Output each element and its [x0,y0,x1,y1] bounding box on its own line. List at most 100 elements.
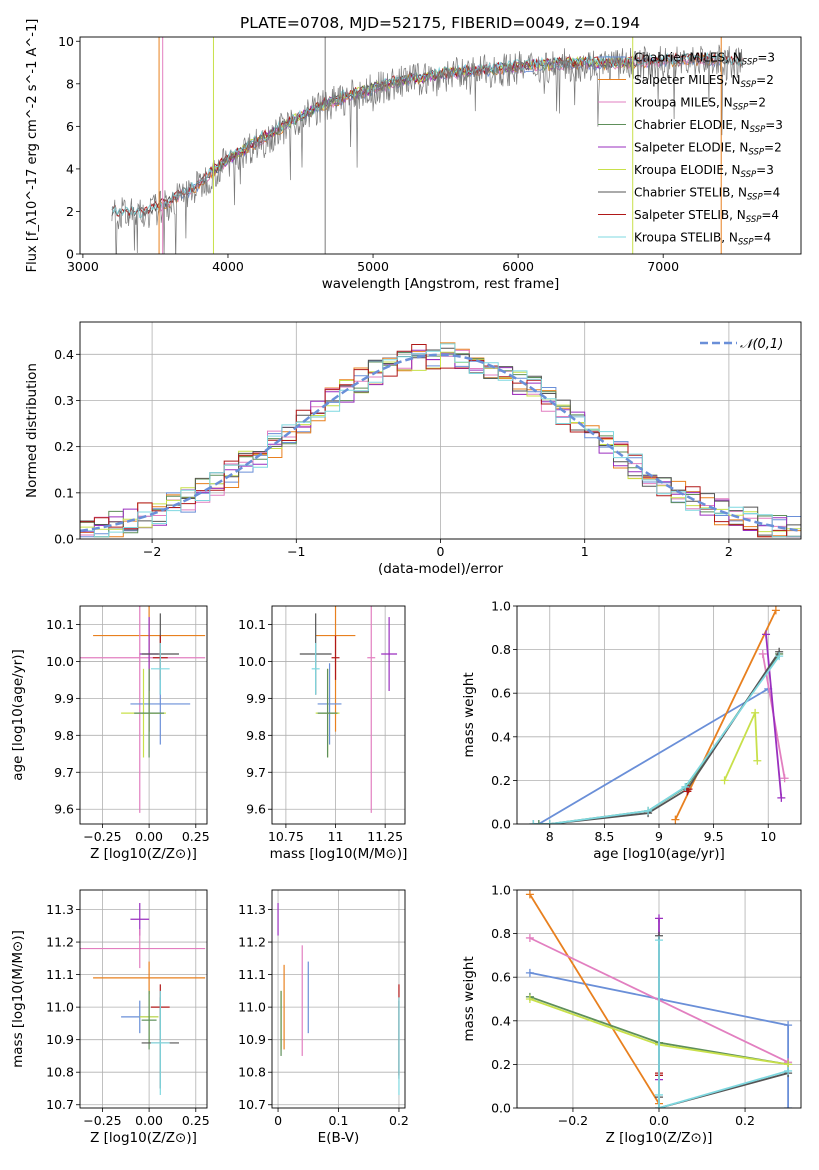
y-tick-label: 10 [58,34,74,49]
weight-marker [777,793,786,802]
y-tick-label: 9.9 [54,691,74,706]
plot-area [525,890,793,1108]
legend-entry: Salpeter ELODIE, NSSP=2 [634,141,782,158]
weight-line [529,893,660,1105]
y-tick-label: 11.3 [238,902,266,917]
legend-entry: Chabrier MILES, NSSP=3 [634,51,775,68]
error-point-kroupa-stelib [150,642,170,695]
x-tick-label: 1 [581,544,589,559]
y-tick-label: 11.1 [46,967,74,982]
weight-marker [720,776,729,785]
axes-frame [79,321,802,540]
y-tick-label: 10.8 [238,1065,266,1080]
x-tick-label: 9.5 [704,829,724,844]
legend-entry: 𝒩(0,1) [740,337,783,352]
y-tick-label: 11.0 [238,1000,266,1015]
error-point-salpeter-elodie [381,617,398,691]
x-tick-label: 0.2 [735,1113,755,1128]
y-tick-label: 0.6 [491,686,511,701]
weight-marker [784,1066,793,1075]
y-tick-label: 8 [66,76,74,91]
y-tick-label: 10.9 [46,1032,74,1047]
weight-line [723,712,759,781]
panel-age-vs-Z: −0.25 0.00 0.25 9.6 9.7 9.8 9.9 10.0 10.1 Z [log1… [10,605,210,862]
panel-weight-vs-age: 8 8.5 9 9.5 10 0.0 0.2 0.4 0.6 0.8 1.0 age [log10(a… [461,599,802,862]
weight-marker [525,968,534,977]
x-tick-label: −2 [143,544,161,559]
y-tick-label: 10.7 [46,1097,74,1112]
y-tick-label: 0.1 [54,485,74,500]
x-tick-label: 5000 [357,259,389,274]
y-tick-label: 4 [66,161,74,176]
y-tick-label: 6 [66,119,74,134]
legend-entry: Kroupa STELIB, NSSP=4 [634,231,771,248]
y-tick-label: 0.4 [54,347,74,362]
y-tick-label: 9.8 [54,728,74,743]
error-point-chabrier-elodie [141,990,157,1050]
x-tick-label: 11 [328,829,344,844]
x-tick-label: 8.5 [594,829,614,844]
x-tick-label: 0.2 [389,1113,409,1128]
x-tick-label: 0.25 [182,1113,210,1128]
error-point-chabrier-miles [317,663,342,745]
y-tick-label: 0 [66,247,74,262]
weight-marker [753,756,762,765]
y-tick-label: 10.9 [238,1032,266,1047]
axes-frame [79,605,208,825]
y-axis-label: mass [log10(M/M⊙)] [10,930,26,1068]
x-axis-label: wavelength [Angstrom, rest frame] [322,276,560,292]
plot-area [529,606,789,824]
y-tick-label: 0.6 [491,970,511,985]
weight-marker [545,820,554,824]
legend-entry: Salpeter STELIB, NSSP=4 [634,208,779,225]
y-tick-label: 10.7 [238,1097,266,1112]
panel-age-vs-mass: 10.75 11 11.25 9.6 9.7 9.8 9.9 10.0 10.1 mass [lo… [238,605,407,862]
x-tick-label: 0.00 [135,1113,163,1128]
y-tick-label: 9.6 [246,802,266,817]
x-axis-label: age [log10(age/yr)] [593,846,725,862]
error-point-kroupa-miles [80,929,206,969]
x-tick-label: 4000 [212,259,244,274]
weight-marker [784,1021,793,1030]
y-tick-label: 0.2 [491,1057,511,1072]
error-point-kroupa-miles [80,606,206,813]
y-tick-label: 0.2 [54,439,74,454]
plot-area [80,606,206,813]
weight-marker [655,914,663,923]
weight-marker [784,1104,793,1108]
error-point-salpeter-miles [93,961,206,995]
weight-marker [655,936,663,945]
legend-entry: Salpeter MILES, NSSP=2 [634,73,774,90]
panel-spectrum: 3000 4000 5000 6000 7000 0 2 4 6 8 10 wavelength [A… [25,19,802,292]
x-tick-label: 0.0 [649,1113,669,1128]
y-axis-label: Flux [f_λ10^-17 erg cm^-2 s^-1 A^-1] [25,19,40,273]
error-point-chabrier-elodie [134,668,165,758]
weight-marker [780,774,789,783]
y-tick-label: 11.2 [238,935,266,950]
y-axis-label: age [log10(age/yr)] [10,649,26,781]
weight-line [658,940,789,1108]
weight-series-salpeter-elodie [762,630,786,802]
error-point-kroupa-miles [367,606,376,813]
y-tick-label: 10.0 [46,654,74,669]
weight-series-kroupa-stelib [655,936,793,1108]
x-tick-label: 0.25 [182,829,210,844]
y-tick-label: 11.0 [46,1000,74,1015]
axes-frame [516,889,802,1109]
x-tick-label: 10 [760,829,776,844]
error-point-salpeter-stelib [331,635,340,680]
figure-title: PLATE=0708, MJD=52175, FIBERID=0049, z=0… [240,14,640,32]
y-tick-label: 0.8 [491,642,511,657]
legend-entry: Chabrier ELODIE, NSSP=3 [634,118,783,135]
y-tick-label: 1.0 [491,883,511,898]
x-tick-label: 0 [437,544,445,559]
y-tick-label: 11.3 [46,902,74,917]
weight-marker [534,820,543,824]
y-tick-label: 0.0 [491,1101,511,1116]
axes-frame [516,605,802,825]
y-tick-label: 10.1 [238,617,266,632]
observed-spectrum [111,44,744,254]
weight-marker [525,933,534,942]
y-axis-label: mass weight [461,672,477,757]
